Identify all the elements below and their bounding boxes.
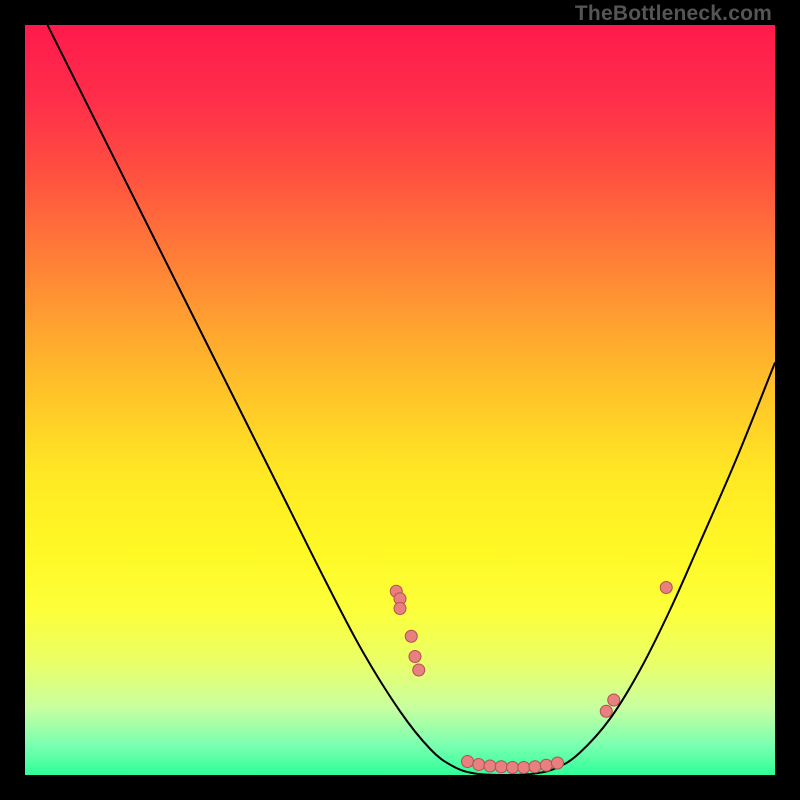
chart-container: TheBottleneck.com xyxy=(0,0,800,800)
data-marker xyxy=(484,760,496,772)
watermark-text: TheBottleneck.com xyxy=(575,2,772,26)
data-marker xyxy=(405,630,417,642)
data-marker xyxy=(473,759,485,771)
data-marker xyxy=(552,757,564,769)
data-marker xyxy=(495,761,507,773)
data-marker xyxy=(507,762,519,774)
data-marker xyxy=(608,694,620,706)
data-marker xyxy=(462,756,474,768)
plot-svg xyxy=(25,25,775,775)
data-marker xyxy=(529,761,541,773)
data-marker xyxy=(518,762,530,774)
gradient-background xyxy=(25,25,775,775)
data-marker xyxy=(600,705,612,717)
data-marker xyxy=(413,664,425,676)
data-marker xyxy=(394,603,406,615)
data-marker xyxy=(409,651,421,663)
data-marker xyxy=(660,582,672,594)
data-marker xyxy=(540,759,552,771)
